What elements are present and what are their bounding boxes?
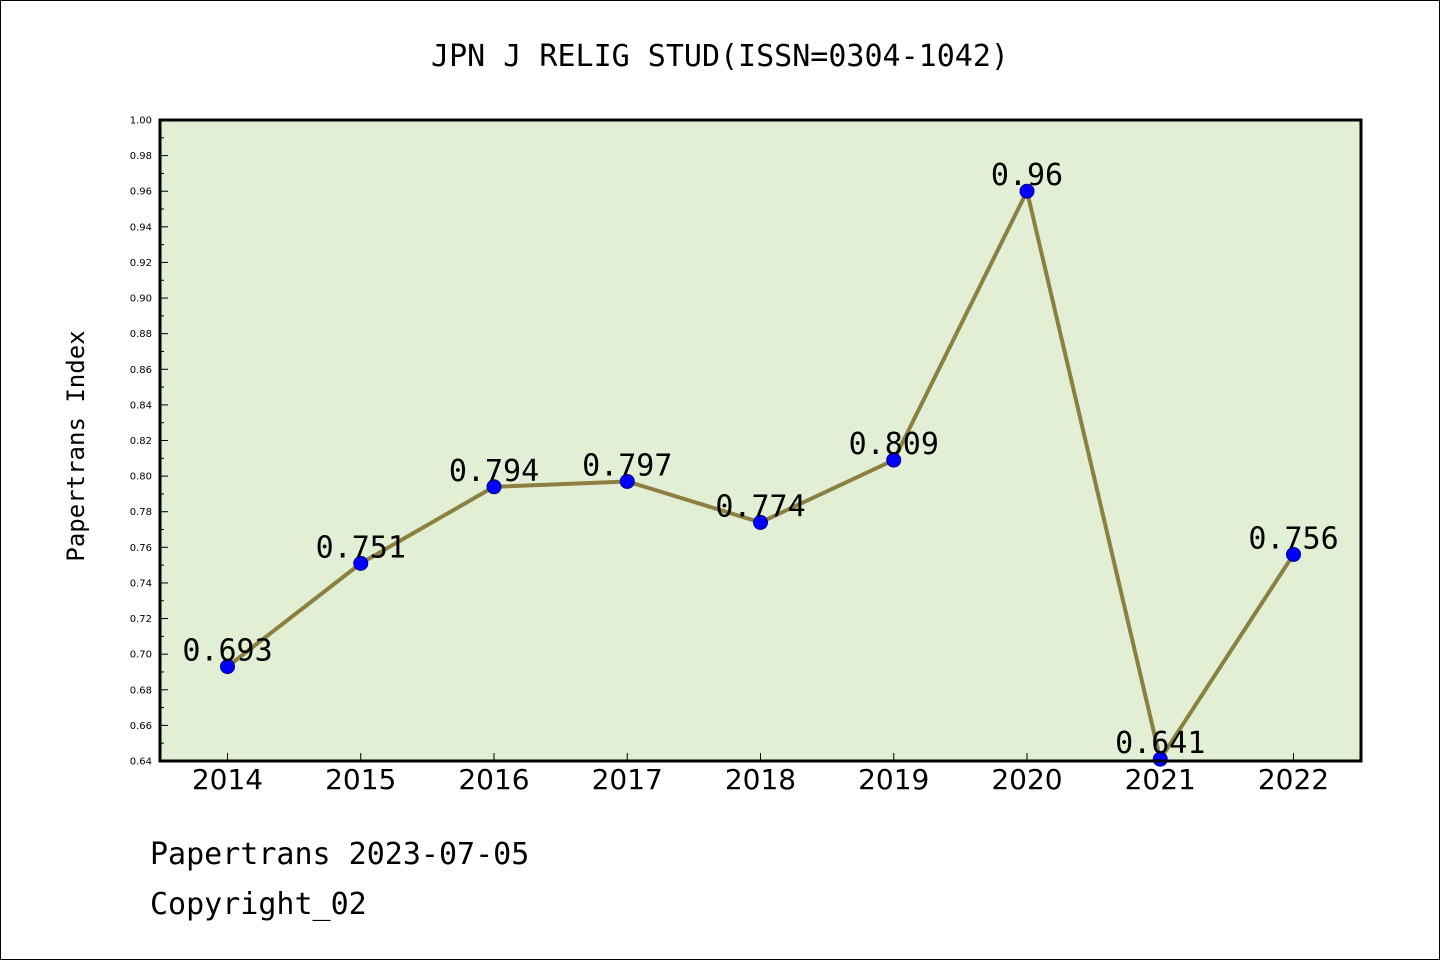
y-tick-label: 0.68 — [130, 685, 152, 696]
data-point — [1286, 546, 1301, 562]
footer-copyright-text: Copyright_02 — [150, 887, 367, 922]
data-point — [619, 473, 635, 489]
data-label: 0.809 — [849, 427, 939, 462]
x-tick-label: 2021 — [1125, 763, 1196, 796]
data-label: 0.693 — [182, 634, 272, 669]
data-point — [753, 514, 768, 530]
plot-area — [160, 120, 1361, 761]
data-point — [1152, 751, 1168, 767]
y-tick-label: 0.70 — [130, 650, 152, 661]
y-tick-label: 0.98 — [130, 151, 152, 162]
x-tick-label: 2015 — [325, 763, 396, 796]
y-tick-label: 0.66 — [130, 721, 152, 732]
data-label: 0.756 — [1248, 521, 1338, 556]
footer-date-text: Papertrans 2023-07-05 — [150, 837, 529, 872]
plot-border — [158, 118, 1363, 763]
data-point — [353, 555, 369, 571]
y-tick-label: 0.88 — [130, 329, 152, 340]
data-label: 0.96 — [991, 158, 1063, 193]
data-label: 0.794 — [449, 454, 539, 489]
y-tick-label: 0.84 — [130, 400, 152, 411]
y-tick-label: 0.86 — [130, 365, 152, 376]
data-label: 0.751 — [316, 530, 406, 565]
x-tick-label: 2019 — [858, 763, 929, 796]
y-tick-label: 0.76 — [130, 543, 152, 554]
y-tick-label: 0.92 — [130, 258, 152, 269]
y-tick-label: 0.72 — [130, 614, 152, 625]
x-axis: 2014 2015 2016 2017 2018 2019 2020 2021 2022 — [192, 753, 1329, 796]
y-tick-label: 0.78 — [130, 507, 152, 518]
y-tick-label: 1.00 — [130, 116, 152, 127]
data-point — [886, 452, 902, 468]
x-tick-label: 2017 — [592, 763, 663, 796]
y-tick-label: 0.82 — [130, 436, 152, 447]
y-tick-label: 0.74 — [130, 578, 152, 589]
x-tick-label: 2022 — [1258, 763, 1329, 796]
x-tick-label: 2018 — [725, 763, 796, 796]
data-point — [1019, 183, 1035, 199]
y-tick-label: 0.96 — [130, 187, 152, 198]
y-tick-label: 0.64 — [130, 757, 152, 768]
data-label: 0.641 — [1115, 726, 1205, 761]
data-point — [486, 479, 502, 495]
y-tick-label: 0.80 — [130, 472, 152, 483]
data-label: 0.797 — [582, 448, 672, 483]
chart-title: JPN J RELIG STUD(ISSN=0304-1042) — [431, 39, 1009, 74]
x-tick-label: 2020 — [991, 763, 1062, 796]
y-tick-label: 0.90 — [130, 294, 152, 305]
y-tick-label: 0.94 — [130, 222, 152, 233]
y-axis: 0.64 0.66 0.68 0.70 0.72 0.74 0.76 0.78 0.80 0.82… — [130, 116, 168, 768]
data-point — [220, 659, 235, 675]
data-label: 0.774 — [715, 489, 805, 524]
x-tick-label: 2014 — [192, 763, 263, 796]
y-axis-label: Papertrans Index — [62, 330, 90, 561]
series-layer: 0.693 0.751 0.794 0.797 0.774 0.809 0.96 0.641 0… — [182, 158, 1339, 767]
x-tick-label: 2016 — [458, 763, 529, 796]
